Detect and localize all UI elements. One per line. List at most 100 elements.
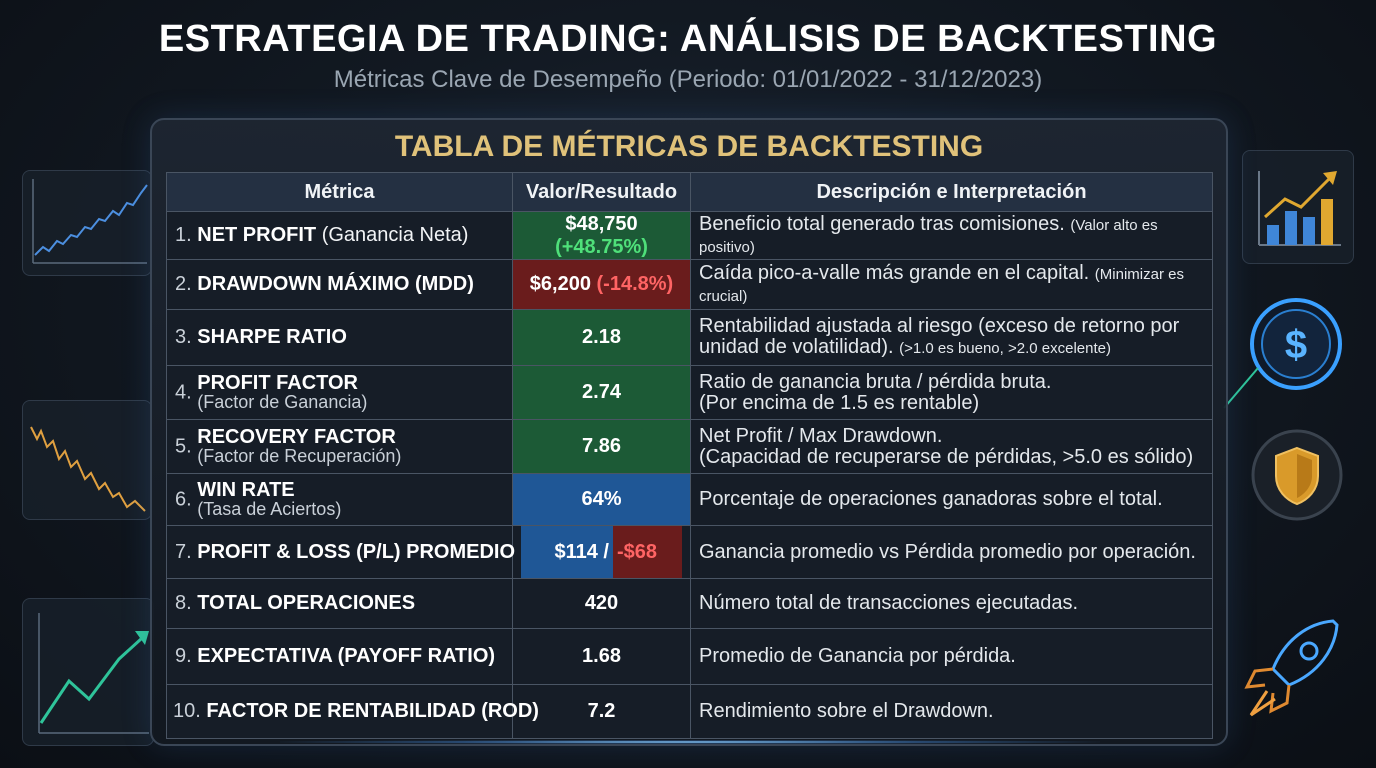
metric-value: $114 / xyxy=(554,540,609,563)
metric-description: Caída pico-a-valle más grande en el capi… xyxy=(699,261,1090,284)
table-row: 6. WIN RATE (Tasa de Aciertos) 64% Porce… xyxy=(166,473,1213,526)
bar-chart-up-icon xyxy=(1258,171,1341,246)
table-row: 1. NET PROFIT (Ganancia Neta) $48,750 (+… xyxy=(166,211,1213,260)
metric-number: 2. xyxy=(175,273,192,295)
metric-description-note: (Minimizar es crucial) xyxy=(699,265,1184,305)
metric-description: Rentabilidad ajustada al riesgo (exceso … xyxy=(699,315,1180,337)
metric-number: 8. xyxy=(175,592,192,614)
metric-subtitle: (Tasa de Aciertos) xyxy=(197,498,342,519)
metric-name-cell: 4. PROFIT FACTOR (Factor de Ganancia) xyxy=(166,365,513,420)
metric-value-cell: 1.68 xyxy=(512,628,691,685)
table-header-row: Métrica Valor/Resultado Descripción e In… xyxy=(166,172,1213,212)
table-row: 3. SHARPE RATIO 2.18 Rentabilidad ajusta… xyxy=(166,309,1213,366)
metric-description-cell: Caída pico-a-valle más grande en el capi… xyxy=(690,259,1213,310)
metric-description: Rendimiento sobre el Drawdown. xyxy=(699,700,994,722)
dollar-coin-icon: $ xyxy=(1248,296,1344,392)
metric-value-cell: $114 / -$68 xyxy=(512,525,691,579)
uptrend-chart-card xyxy=(22,170,152,276)
metric-name: PROFIT FACTOR xyxy=(197,371,358,394)
metric-description: Promedio de Ganancia por pérdida. xyxy=(699,645,1016,667)
column-header-description: Descripción e Interpretación xyxy=(690,172,1213,212)
page-title: ESTRATEGIA DE TRADING: ANÁLISIS DE BACKT… xyxy=(158,18,1218,60)
metric-value-cell: $6,200 (-14.8%) xyxy=(512,259,691,310)
rocket-card xyxy=(1224,598,1356,746)
growth-line-icon xyxy=(38,613,149,734)
metric-description-cell: Ganancia promedio vs Pérdida promedio po… xyxy=(690,525,1213,579)
metric-name: NET PROFIT xyxy=(197,224,317,246)
metric-name-cell: 9. EXPECTATIVA (PAYOFF RATIO) xyxy=(166,628,513,685)
metric-value-extra: (-14.8%) xyxy=(596,273,674,295)
metric-name: FACTOR DE RENTABILIDAD (ROD) xyxy=(206,700,539,722)
metric-description: Número total de transacciones ejecutadas… xyxy=(699,592,1079,614)
metric-name-cell: 5. RECOVERY FACTOR (Factor de Recuperaci… xyxy=(166,419,513,474)
connector-line xyxy=(1223,367,1259,409)
metric-number: 9. xyxy=(175,645,192,667)
svg-text:$: $ xyxy=(1285,323,1307,367)
metric-value: 2.74 xyxy=(582,381,621,403)
metric-value-cell: 7.86 xyxy=(512,419,691,474)
downtrend-chart-icon xyxy=(30,426,146,512)
metric-description-cell: Promedio de Ganancia por pérdida. xyxy=(690,628,1213,685)
table-row: 7. PROFIT & LOSS (P/L) PROMEDIO $114 / -… xyxy=(166,525,1213,579)
table-row: 9. EXPECTATIVA (PAYOFF RATIO) 1.68 Prome… xyxy=(166,628,1213,685)
panel-title: TABLA DE MÉTRICAS DE BACKTESTING xyxy=(394,130,984,163)
metric-name: SHARPE RATIO xyxy=(197,326,347,348)
metric-description-line2: (Por encima de 1.5 es rentable) xyxy=(699,391,980,414)
metric-subtitle: (Factor de Ganancia) xyxy=(197,391,368,412)
metric-note: (Ganancia Neta) xyxy=(321,224,469,246)
metric-description-cell: Rendimiento sobre el Drawdown. xyxy=(690,684,1213,739)
metric-value-cell: 420 xyxy=(512,578,691,629)
metric-description-cell: Rentabilidad ajustada al riesgo (exceso … xyxy=(690,309,1213,366)
metric-name-cell: 8. TOTAL OPERACIONES xyxy=(166,578,513,629)
downtrend-chart-card xyxy=(22,400,152,520)
metric-description: Ganancia promedio vs Pérdida promedio po… xyxy=(699,540,1196,563)
metric-value: 7.2 xyxy=(587,700,616,722)
metric-value-cell: 2.74 xyxy=(512,365,691,420)
metric-description: Beneficio total generado tras comisiones… xyxy=(699,212,1065,235)
metric-value-extra: (+48.75%) xyxy=(555,235,648,258)
metric-description-cell: Porcentaje de operaciones ganadoras sobr… xyxy=(690,473,1213,526)
metric-description-line2: unidad de volatilidad). xyxy=(699,336,894,358)
bottom-glow xyxy=(280,740,1100,744)
metric-number: 7. xyxy=(175,540,192,563)
table-row: 2. DRAWDOWN MÁXIMO (MDD) $6,200 (-14.8%)… xyxy=(166,259,1213,310)
metric-value: 7.86 xyxy=(582,435,621,457)
growth-line-card xyxy=(22,598,154,746)
metric-value: 64% xyxy=(581,488,622,510)
metric-description-cell: Net Profit / Max Drawdown. (Capacidad de… xyxy=(690,419,1213,474)
table-row: 8. TOTAL OPERACIONES 420 Número total de… xyxy=(166,578,1213,629)
metric-description-cell: Número total de transacciones ejecutadas… xyxy=(690,578,1213,629)
metric-name-cell: 1. NET PROFIT (Ganancia Neta) xyxy=(166,211,513,260)
metric-name-cell: 10. FACTOR DE RENTABILIDAD (ROD) xyxy=(166,684,539,739)
metric-name: PROFIT & LOSS (P/L) PROMEDIO xyxy=(197,540,516,563)
metric-name: TOTAL OPERACIONES xyxy=(197,592,416,614)
shield-icon xyxy=(1250,428,1344,522)
metric-name-cell: 3. SHARPE RATIO xyxy=(166,309,513,366)
metric-name: EXPECTATIVA (PAYOFF RATIO) xyxy=(197,645,496,667)
column-header-metric: Métrica xyxy=(166,172,513,212)
metric-subtitle: (Factor de Recuperación) xyxy=(197,445,402,466)
metric-value: 1.68 xyxy=(582,645,621,667)
metric-description: Net Profit / Max Drawdown. xyxy=(699,424,943,447)
metric-value: 2.18 xyxy=(582,326,621,348)
metric-value: $6,200 xyxy=(529,273,591,295)
metric-name-cell: 2. DRAWDOWN MÁXIMO (MDD) xyxy=(166,259,513,310)
metric-name-cell: 7. PROFIT & LOSS (P/L) PROMEDIO xyxy=(166,525,516,579)
metric-description-note: (Valor alto es positivo) xyxy=(699,216,1158,256)
metric-name: DRAWDOWN MÁXIMO (MDD) xyxy=(197,273,474,295)
metrics-table: Métrica Valor/Resultado Descripción e In… xyxy=(166,172,1213,739)
metric-description-line2: (Capacidad de recuperarse de pérdidas, >… xyxy=(699,445,1194,468)
page-subtitle: Métricas Clave de Desempeño (Periodo: 01… xyxy=(333,66,1043,93)
metric-value-cell: 7.2 xyxy=(512,684,691,739)
metric-description: Ratio de ganancia bruta / pérdida bruta. xyxy=(699,370,1052,393)
metric-number: 6. xyxy=(175,487,192,510)
metric-number: 5. xyxy=(175,434,192,457)
metric-description-cell: Beneficio total generado tras comisiones… xyxy=(690,211,1213,260)
metric-name-cell: 6. WIN RATE (Tasa de Aciertos) xyxy=(166,473,513,526)
table-row: 5. RECOVERY FACTOR (Factor de Recuperaci… xyxy=(166,419,1213,474)
column-header-value: Valor/Resultado xyxy=(512,172,691,212)
metric-name: RECOVERY FACTOR xyxy=(197,425,396,448)
metric-value-extra: -$68 xyxy=(617,540,658,563)
rocket-icon xyxy=(1244,619,1339,717)
metric-number: 10. xyxy=(173,700,201,722)
